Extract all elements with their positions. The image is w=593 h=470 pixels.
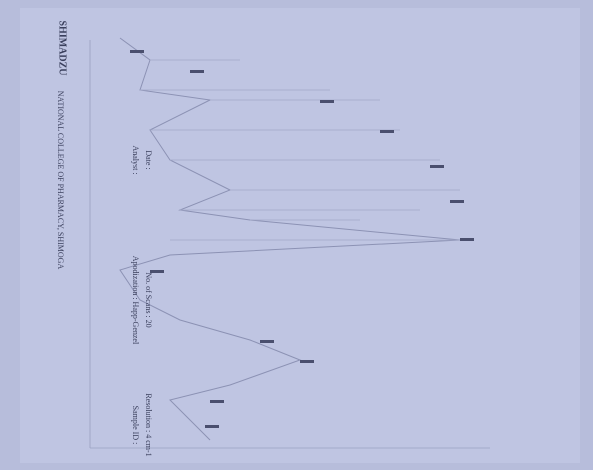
- field: Resolution : 4 cm-1: [144, 393, 153, 456]
- field: Apodization : Happ-Genzel: [131, 256, 140, 345]
- paper: [20, 8, 580, 463]
- logo: SHIMADZU: [57, 20, 68, 75]
- page: SHIMADZU NATIONAL COLLEGE OF PHARMACY, S…: [0, 0, 593, 470]
- field: Sample ID :: [131, 406, 140, 445]
- field: No. of Scans : 20: [144, 272, 153, 327]
- field: Date :: [144, 150, 153, 169]
- institution: NATIONAL COLLEGE OF PHARMACY, SHIMOGA: [56, 91, 65, 270]
- field: Analyst :: [131, 145, 140, 174]
